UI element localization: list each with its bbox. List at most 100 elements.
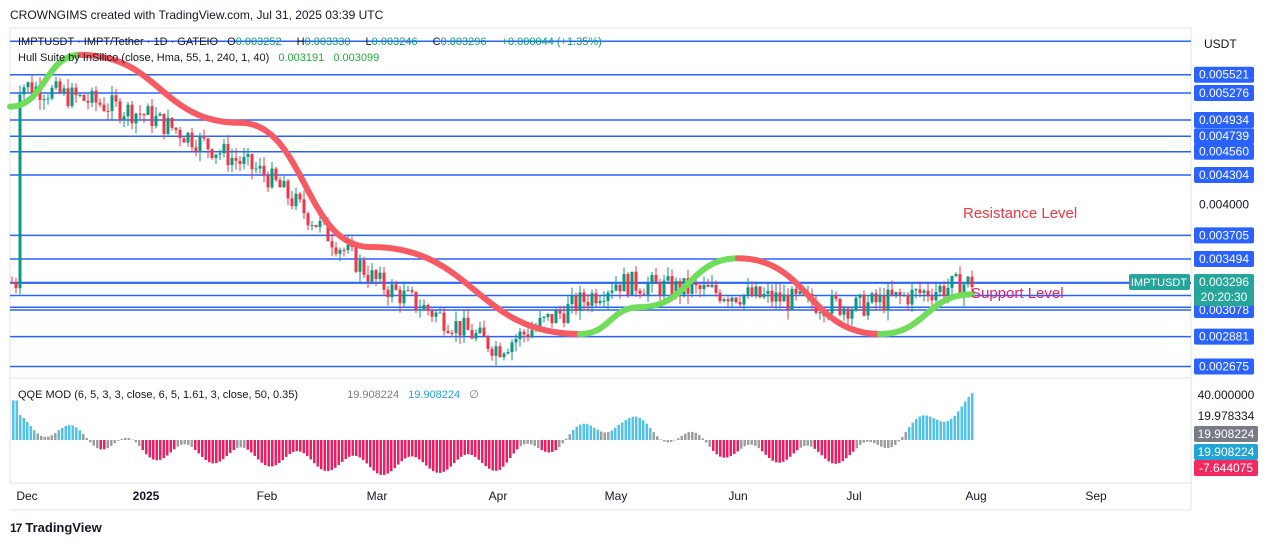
candle-body: [474, 332, 478, 339]
qqe-bar: [551, 440, 554, 453]
candle-body: [22, 87, 26, 95]
candle-body: [934, 292, 938, 301]
qqe-label[interactable]: QQE MOD (6, 5, 3, 3, close, 6, 5, 1.61, …: [18, 389, 299, 401]
candle-body: [910, 289, 914, 305]
last-price-bg: [1194, 273, 1254, 306]
currency-label: USDT: [1204, 37, 1237, 51]
qqe-bar: [530, 440, 533, 445]
qqe-bar: [722, 440, 725, 458]
candle-body: [46, 98, 50, 100]
candle-body: [494, 346, 498, 356]
qqe-bar: [621, 422, 624, 440]
candle-body: [898, 292, 902, 296]
candle-body: [230, 157, 234, 166]
candle-body: [294, 193, 298, 207]
qqe-bar: [12, 400, 15, 440]
candle-body: [570, 295, 574, 305]
hull-label[interactable]: Hull Suite by InSilico (close, Hma, 55, …: [18, 52, 270, 64]
qqe-bar: [257, 440, 260, 460]
qqe-bar: [92, 440, 95, 446]
candle-body: [542, 316, 546, 318]
qqe-bar: [512, 440, 515, 454]
price-tick-label: 0.004560: [1199, 145, 1249, 159]
time-tick-label: May: [605, 489, 628, 503]
price-tick-label: 0.005276: [1199, 86, 1249, 100]
qqe-bar: [397, 440, 400, 465]
qqe-bar: [757, 440, 760, 449]
candle-body: [662, 280, 666, 296]
qqe-bar: [61, 427, 64, 440]
candle-body: [38, 86, 42, 100]
qqe-bar: [89, 440, 92, 443]
candle-body: [870, 293, 874, 303]
candle-body: [78, 94, 82, 96]
candle-body: [58, 81, 62, 93]
candle-body: [238, 160, 242, 164]
symbol-label[interactable]: IMPTUSDT · IMPT/Tether · 1D · GATEIO: [18, 36, 219, 48]
qqe-tick-label: -7.644075: [1199, 461, 1253, 475]
candle-body: [74, 87, 78, 96]
candle-body: [502, 353, 506, 358]
candle-body: [82, 94, 86, 101]
qqe-bar: [320, 440, 323, 470]
candle-body: [466, 317, 470, 331]
candle-body: [646, 283, 650, 295]
candle-body: [330, 241, 334, 248]
candle-body: [930, 296, 934, 301]
qqe-bar: [579, 424, 582, 440]
candle-body: [394, 284, 398, 290]
qqe-bar: [271, 440, 274, 467]
candle-body: [278, 179, 282, 188]
qqe-bar: [666, 440, 669, 443]
qqe-bar: [519, 440, 522, 447]
candle-body: [778, 292, 782, 302]
qqe-bar: [484, 440, 487, 467]
qqe-bar: [169, 440, 172, 453]
candle-body: [946, 287, 950, 296]
candle-body: [70, 87, 74, 107]
qqe-bar: [967, 396, 970, 440]
qqe-bar: [78, 430, 81, 440]
candle-body: [610, 290, 614, 293]
tradingview-logo-icon: 17: [10, 520, 22, 535]
qqe-bar: [526, 440, 529, 444]
candle-body: [566, 304, 570, 323]
candle-body: [730, 297, 734, 302]
candle-body: [94, 90, 98, 103]
qqe-bar: [761, 440, 764, 452]
qqe-value-1: 19.908224: [347, 389, 400, 401]
qqe-bar: [194, 440, 197, 450]
candle-body: [266, 175, 270, 188]
tradingview-brand: 17 TradingView: [10, 520, 102, 535]
candle-body: [578, 292, 582, 312]
candle-body: [54, 81, 58, 88]
time-tick-label: Feb: [257, 489, 278, 503]
qqe-bar: [190, 440, 193, 447]
qqe-legend: QQE MOD (6, 5, 3, 3, close, 6, 5, 1.61, …: [18, 388, 485, 401]
candle-body: [206, 138, 210, 150]
candle-body: [890, 289, 894, 295]
qqe-bar: [57, 430, 60, 440]
qqe-bar: [887, 440, 890, 449]
time-tick-label: Jun: [728, 489, 747, 503]
qqe-bar: [33, 430, 36, 440]
candle-body: [526, 334, 530, 338]
qqe-bar: [638, 417, 641, 440]
candle-body: [166, 117, 170, 134]
qqe-bar: [435, 440, 438, 473]
qqe-bar: [533, 440, 536, 446]
qqe-bar: [453, 440, 456, 464]
qqe-bar: [145, 440, 148, 455]
qqe-bar: [495, 440, 498, 471]
qqe-bar: [729, 440, 732, 457]
candle-body: [458, 321, 462, 336]
candle-body: [766, 290, 770, 294]
qqe-bar: [369, 440, 372, 468]
qqe-bar: [22, 418, 25, 440]
candle-body: [454, 321, 458, 334]
qqe-bar: [460, 440, 463, 457]
candle-body: [530, 330, 534, 338]
time-tick-label: Aug: [965, 489, 986, 503]
change-value: +0.000044 (+1.35%): [501, 36, 602, 48]
qqe-bar: [764, 440, 767, 455]
